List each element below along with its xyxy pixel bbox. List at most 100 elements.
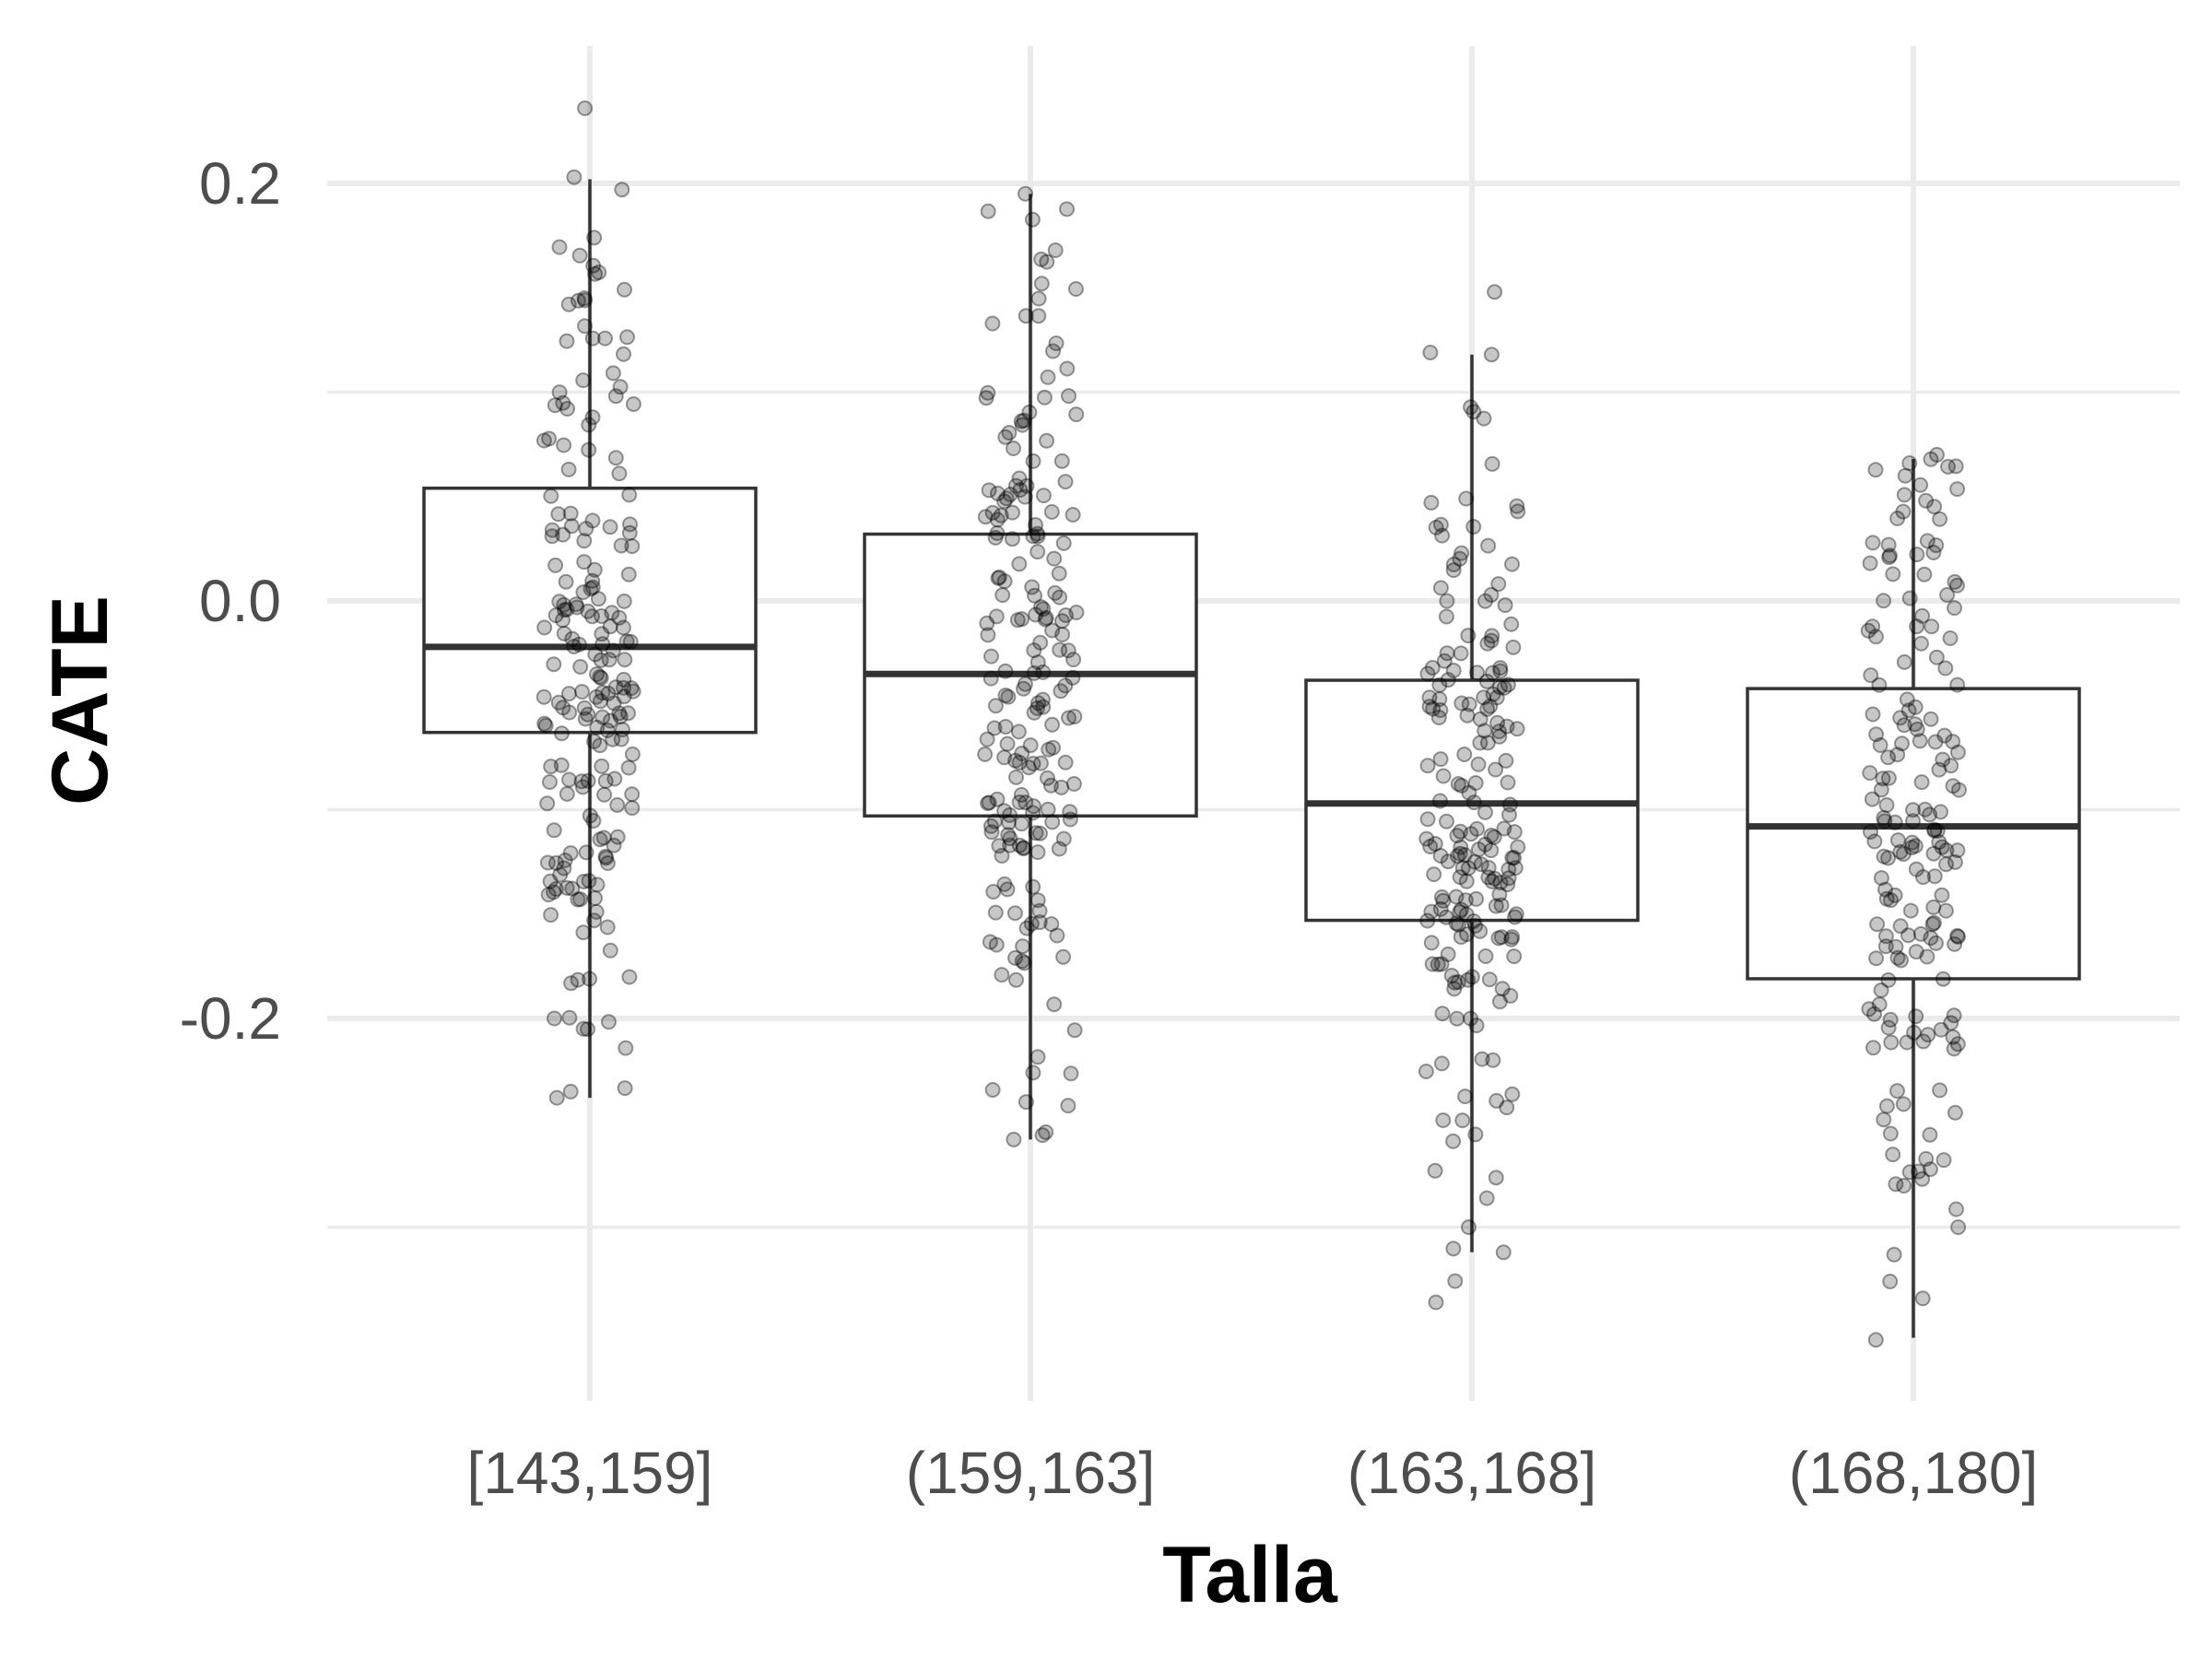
data-point <box>577 711 594 727</box>
data-point <box>1057 474 1074 490</box>
data-point <box>580 706 596 723</box>
data-point <box>1495 1244 1512 1261</box>
data-point <box>1450 776 1466 793</box>
data-point <box>1933 804 1948 820</box>
data-point <box>1046 996 1063 1013</box>
data-point <box>578 521 594 537</box>
data-point <box>594 758 610 774</box>
data-point <box>982 670 999 687</box>
data-point <box>1496 820 1512 837</box>
data-point <box>980 627 996 643</box>
data-point <box>980 795 996 811</box>
data-point <box>597 772 614 789</box>
data-point <box>1422 345 1439 360</box>
data-point <box>535 688 552 705</box>
data-point <box>1914 1290 1931 1307</box>
data-point <box>1889 511 1906 526</box>
data-point <box>1885 1147 1901 1163</box>
data-point <box>1492 663 1509 679</box>
data-point <box>547 607 564 624</box>
data-point <box>1067 281 1084 297</box>
data-point <box>544 528 560 545</box>
data-point <box>986 720 1003 736</box>
data-point <box>1862 555 1878 571</box>
data-point <box>1491 679 1508 696</box>
data-point <box>1045 343 1061 359</box>
data-point <box>1876 1112 1892 1128</box>
data-point <box>1439 645 1455 662</box>
data-point <box>994 967 1010 983</box>
data-point <box>1434 527 1451 544</box>
data-point <box>1419 665 1436 682</box>
data-point <box>551 384 568 401</box>
data-point <box>1894 735 1910 752</box>
data-point <box>1896 487 1912 503</box>
data-point <box>1038 1124 1054 1140</box>
data-point <box>977 509 994 525</box>
data-point <box>547 1010 562 1027</box>
data-point <box>1510 839 1526 855</box>
data-point <box>1919 533 1936 549</box>
data-point <box>599 919 616 935</box>
data-point <box>614 722 630 738</box>
data-point <box>1018 185 1033 202</box>
data-point <box>539 795 556 812</box>
data-point <box>592 737 608 754</box>
data-point <box>1044 716 1061 733</box>
data-point <box>570 891 586 908</box>
data-point <box>1057 607 1074 623</box>
data-point <box>1432 751 1449 768</box>
data-point <box>1026 704 1042 721</box>
data-point <box>597 330 613 347</box>
data-point <box>1452 550 1468 567</box>
data-point <box>1043 916 1060 933</box>
data-point <box>1486 829 1502 845</box>
data-point <box>547 397 563 414</box>
data-point <box>1017 676 1033 692</box>
data-point <box>590 591 606 607</box>
data-point <box>1915 1033 1932 1050</box>
data-point <box>1028 606 1044 623</box>
data-point <box>1900 927 1916 944</box>
data-point <box>1453 839 1469 855</box>
data-point <box>1030 544 1046 560</box>
data-point <box>1871 677 1888 693</box>
data-point <box>991 569 1007 585</box>
data-point <box>1044 814 1061 830</box>
data-point <box>1469 820 1485 837</box>
data-point <box>1510 503 1526 520</box>
data-point <box>1492 660 1509 677</box>
data-point <box>1899 691 1915 708</box>
data-point <box>1457 1088 1474 1105</box>
data-point <box>1483 632 1500 649</box>
data-point <box>1459 926 1475 943</box>
data-point <box>1025 805 1041 821</box>
data-point <box>989 791 1006 807</box>
point-layer <box>535 100 1967 1348</box>
data-point <box>1480 869 1497 886</box>
data-point <box>1432 702 1449 718</box>
data-point <box>1066 709 1083 724</box>
data-point <box>1445 663 1462 678</box>
data-point <box>1041 741 1057 758</box>
x-axis-ticks: [143,159] (159,163] (163,168] (168,180] <box>467 1440 2039 1506</box>
data-point <box>543 907 559 924</box>
data-point <box>592 668 608 685</box>
data-point <box>1907 716 1924 733</box>
data-point <box>560 686 577 702</box>
data-point <box>1012 482 1029 498</box>
data-point <box>1458 873 1475 889</box>
data-point <box>1937 660 1954 677</box>
data-point <box>618 633 635 650</box>
data-point <box>1428 519 1444 535</box>
data-point <box>1013 413 1030 429</box>
data-point <box>621 487 638 503</box>
data-point <box>585 257 602 274</box>
data-point <box>1452 869 1468 886</box>
data-point <box>978 390 994 406</box>
data-point <box>602 618 618 635</box>
data-point <box>1472 711 1488 727</box>
y-tick-label: -0.2 <box>180 985 281 1052</box>
data-point <box>1873 870 1889 887</box>
data-point <box>1453 777 1470 794</box>
